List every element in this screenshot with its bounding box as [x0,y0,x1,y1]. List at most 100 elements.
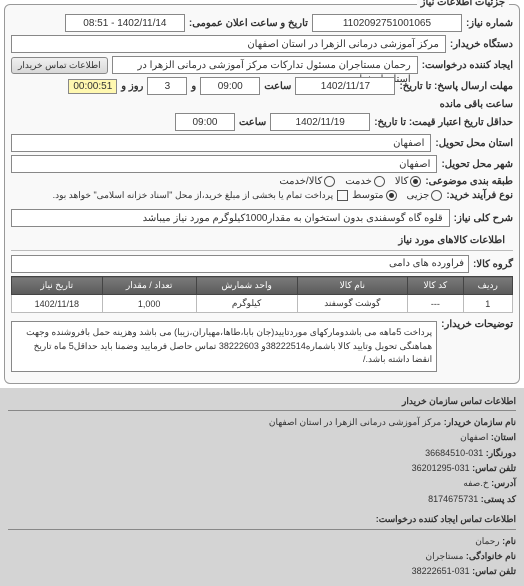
col-code: کد کالا [408,277,463,295]
contact-org-section: اطلاعات تماس سازمان خریدار نام سازمان خر… [0,388,524,586]
cell-name: گوشت گوسفند [297,295,408,313]
time-label-2: ساعت [239,117,266,128]
time-remaining: 00:00:51 [68,79,117,94]
table-row[interactable]: 1 --- گوشت گوسفند کیلوگرم 1,000 1402/11/… [12,295,513,313]
goods-group-label: گروه کالا: [473,259,513,270]
classification-label: طبقه بندی موضوعی: [425,176,513,187]
postal-value: 8174675731 [428,494,478,504]
need-details-panel: جزئیات اطلاعات نیاز شماره نیاز: 11020927… [4,4,520,384]
radio-circle-icon [324,176,335,187]
row-notes: توضیحات خریدار: پرداخت 5ماهه می باشدومار… [11,319,513,372]
deadline-date: 1402/11/17 [295,77,395,95]
col-qty: تعداد / مقدار [102,277,196,295]
row-deadline: مهلت ارسال پاسخ: تا تاریخ: 1402/11/17 سا… [11,77,513,110]
phone-value: 031-36201295 [412,463,470,473]
creator-name: نام: رحمان [8,534,516,548]
radio-service[interactable]: خدمت [345,176,385,187]
creator-label: ایجاد کننده درخواست: [422,60,513,71]
row-request-no: شماره نیاز: 1102092751001065 تاریخ و ساع… [11,14,513,32]
radio-medium[interactable]: متوسط [352,190,396,201]
cell-date: 1402/11/18 [12,295,103,313]
col-name: نام کالا [297,277,408,295]
state-label: استان: [491,432,516,442]
address-value: خ.صفه [463,478,488,488]
days-remaining: 3 [147,77,187,95]
contact-creator-header: اطلاعات تماس ایجاد کننده درخواست: [8,512,516,529]
radio-medium-label: متوسط [352,190,383,201]
panel-title: جزئیات اطلاعات نیاز [417,0,509,8]
contact-postal: کد پستی: 8174675731 [8,492,516,506]
announce-value: 1402/11/14 - 08:51 [65,14,185,32]
goods-header: اطلاعات کالاهای مورد نیاز [11,231,513,251]
row-delivery-state: استان محل تحویل: اصفهان [11,134,513,152]
contact-phone: تلفن تماس: 031-36201295 [8,461,516,475]
postal-label: کد پستی: [481,494,516,504]
goods-group-select[interactable]: فراورده های دامی [11,255,469,273]
row-size: نوع فرآیند خرید: جزیی متوسط پرداخت تمام … [11,190,513,201]
contact-buyer-button[interactable]: اطلاعات تماس خریدار [11,57,108,74]
creator-phone-value: 031-38222651 [412,566,470,576]
table-header-row: ردیف کد کالا نام کالا واحد شمارش تعداد /… [12,277,513,295]
creator-phone: تلفن تماس: 031-38222651 [8,564,516,578]
creator-family-label: نام خانوادگی: [466,551,516,561]
radio-circle-icon [386,190,397,201]
radio-both[interactable]: کالا/خدمت [279,176,335,187]
and-label: و [191,81,196,92]
creator-family-value: مستاجران [425,551,463,561]
row-need-desc: شرح کلی نیاز: قلوه گاه گوسفندی بدون استخ… [11,209,513,227]
cell-qty: 1,000 [102,295,196,313]
remaining-label: ساعت باقی مانده [440,99,513,110]
size-label: نوع فرآیند خرید: [446,190,513,201]
creator-value: رحمان مستاجران مسئول تدارکات مرکز آموزشی… [112,56,418,74]
creator-phone-label: تلفن تماس: [472,566,516,576]
radio-circle-icon [431,190,442,201]
radio-both-label: کالا/خدمت [279,176,322,187]
notes-label: توضیحات خریدار: [441,319,513,330]
delivery-city-label: شهر محل تحویل: [441,159,513,170]
delivery-city-value: اصفهان [11,155,437,173]
radio-goods[interactable]: کالا [395,176,422,187]
col-date: تاریخ نیاز [12,277,103,295]
cell-code: --- [408,295,463,313]
request-no-label: شماره نیاز: [466,18,513,29]
cell-unit: کیلوگرم [196,295,297,313]
request-no-value: 1102092751001065 [312,14,462,32]
deadline-time: 09:00 [200,77,260,95]
validity-date: 1402/11/19 [270,113,370,131]
fax-label: دورنگار: [486,448,516,458]
days-label: روز و [121,81,143,92]
col-row: ردیف [463,277,512,295]
delivery-state-value: اصفهان [11,134,431,152]
row-requester: دستگاه خریدار: مرکز آموزشی درمانی الزهرا… [11,35,513,53]
contact-address: آدرس: خ.صفه [8,476,516,490]
radio-small-label: جزیی [407,190,430,201]
radio-small[interactable]: جزیی [407,190,443,201]
contact-fax: دورنگار: 031-36684510 [8,446,516,460]
validity-label: حداقل تاریخ اعتبار قیمت: تا تاریخ: [374,117,513,128]
phone-label: تلفن تماس: [472,463,516,473]
row-classification: طبقه بندی موضوعی: کالا خدمت کالا/خدمت [11,176,513,187]
announce-label: تاریخ و ساعت اعلان عمومی: [189,18,308,29]
state-value: اصفهان [460,432,488,442]
need-desc-value: قلوه گاه گوسفندی بدون استخوان به مقدار10… [11,209,450,227]
deadline-label: مهلت ارسال پاسخ: تا تاریخ: [399,81,513,92]
notes-text: پرداخت 5ماهه می باشدومارکهای موردتایید(ج… [11,321,437,372]
contact-org-name: نام سازمان خریدار: مرکز آموزشی درمانی ال… [8,415,516,429]
classification-radios: کالا خدمت کالا/خدمت [279,176,421,187]
radio-circle-icon [410,176,421,187]
col-unit: واحد شمارش [196,277,297,295]
contact-state: استان: اصفهان [8,430,516,444]
payment-note: پرداخت تمام یا بخشی از مبلغ خرید،از محل … [53,190,333,201]
radio-goods-label: کالا [395,176,409,187]
radio-service-label: خدمت [345,176,372,187]
row-goods-group: گروه کالا: فراورده های دامی [11,255,513,273]
creator-name-label: نام: [502,536,516,546]
goods-table: ردیف کد کالا نام کالا واحد شمارش تعداد /… [11,276,513,313]
treasury-checkbox[interactable] [337,190,348,201]
delivery-state-label: استان محل تحویل: [435,138,513,149]
creator-name-value: رحمان [475,536,499,546]
row-delivery-city: شهر محل تحویل: اصفهان [11,155,513,173]
need-desc-label: شرح کلی نیاز: [454,213,513,224]
org-value: مرکز آموزشی درمانی الزهرا در استان اصفها… [269,417,441,427]
validity-time: 09:00 [175,113,235,131]
